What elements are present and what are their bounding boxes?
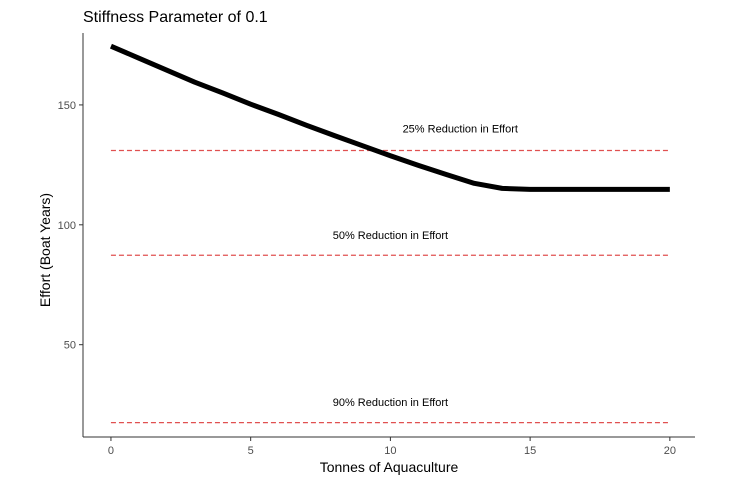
- x-tick-label: 15: [524, 445, 536, 457]
- y-axis-title: Effort (Boat Years): [37, 193, 53, 307]
- reference-line-label: 25% Reduction in Effort: [403, 124, 518, 136]
- x-tick-label: 20: [664, 445, 676, 457]
- reference-line-label: 90% Reduction in Effort: [333, 397, 448, 409]
- ticks-layer: 0 5 10 15 20 50 100 150: [58, 100, 676, 457]
- y-tick-label: 150: [58, 100, 76, 112]
- series-layer: [109, 43, 670, 192]
- y-tick-label: 100: [58, 220, 76, 232]
- y-tick-label: 50: [64, 340, 76, 352]
- x-tick-label: 0: [108, 445, 114, 457]
- series-line: [109, 43, 670, 192]
- x-tick-label: 5: [248, 445, 254, 457]
- reference-lines: 25% Reduction in Effort 50% Reduction in …: [110, 124, 670, 424]
- x-tick-label: 10: [384, 445, 396, 457]
- chart-title: Stiffness Parameter of 0.1: [83, 9, 268, 26]
- reference-line-label: 50% Reduction in Effort: [333, 230, 448, 242]
- x-axis-title: Tonnes of Aquaculture: [320, 459, 459, 475]
